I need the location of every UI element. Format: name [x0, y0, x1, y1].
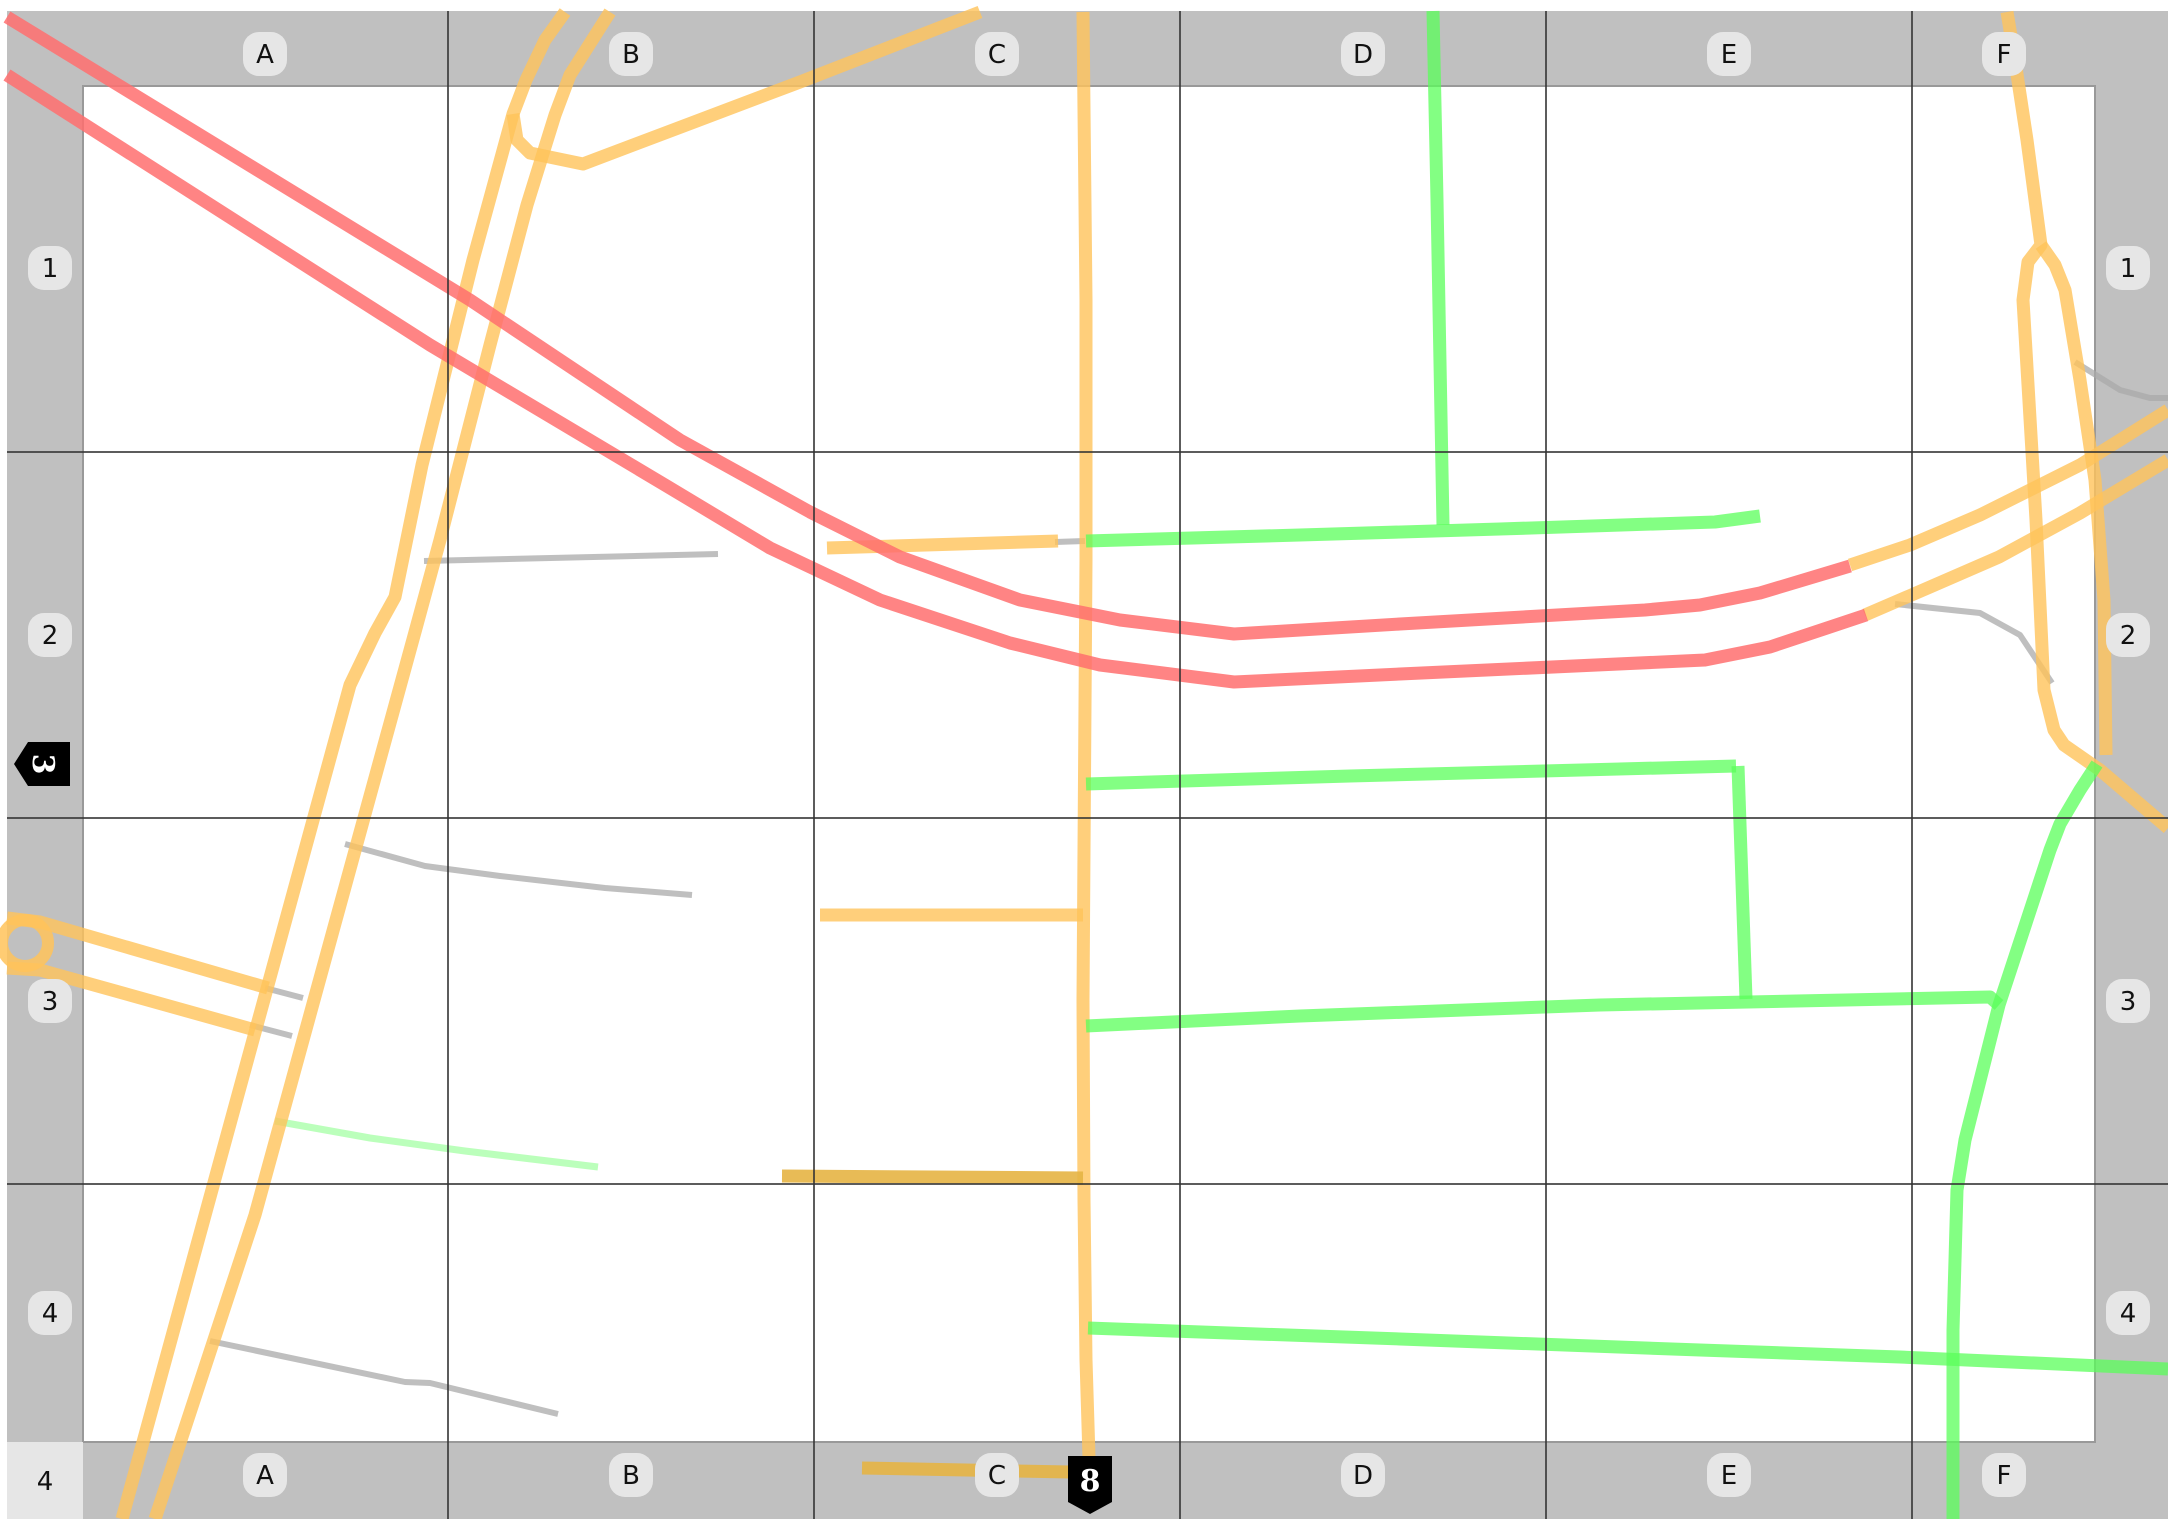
row-label: 2 [42, 621, 59, 651]
tertiary-road-f-east [1946, 760, 2103, 1519]
primary-roads [6, 5, 2168, 1519]
row-label: 1 [42, 254, 59, 284]
corner-label: 4 [37, 1467, 54, 1497]
motorway [3, 11, 1869, 689]
primary-road-east-a [2000, 10, 2168, 833]
column-label: F [1997, 40, 2012, 70]
column-label: D [1353, 1461, 1373, 1491]
column-label: C [988, 1461, 1006, 1491]
column-labels-top: A B C D E F [243, 32, 2026, 76]
row-label: 2 [2120, 621, 2137, 651]
grid-lines [7, 11, 2168, 1519]
row-label: 4 [42, 1299, 59, 1329]
grid-label-bubble: 1 [28, 246, 72, 290]
grid-label-bubble: A [243, 32, 287, 76]
tertiary-road-d-north [1426, 10, 1450, 526]
grid-label-bubble: 4 [2106, 1291, 2150, 1335]
tertiary-road-row3 [1085, 990, 2004, 1033]
grid-label-bubble: 2 [2106, 613, 2150, 657]
tertiary-road-row4 [1087, 1321, 2168, 1376]
roundabout [0, 914, 54, 972]
grid-label-bubble: F [1982, 1453, 2026, 1497]
column-label: D [1353, 40, 1373, 70]
route-shield-label: 8 [1080, 1464, 1101, 1499]
motorway-carriageway-south [3, 69, 1869, 689]
route-shield-left: 3 [14, 742, 70, 786]
grid-label-bubble: 1 [2106, 246, 2150, 290]
column-label: E [1721, 40, 1737, 70]
secondary-road-c [781, 1169, 1084, 1185]
column-label: F [1997, 1461, 2012, 1491]
minor-road [209, 1338, 559, 1417]
secondary-roads [781, 1169, 1084, 1479]
footpath [274, 1117, 599, 1171]
grid-label-bubble: E [1707, 1453, 1751, 1497]
row-label: 3 [2120, 987, 2137, 1017]
primary-road-east-b [2035, 241, 2113, 756]
primary-road-west-b [148, 8, 616, 1519]
tertiary-road-e-link [1731, 765, 1753, 1000]
primary-road-link [506, 5, 983, 171]
tertiary-road-row2-south [1085, 759, 1737, 791]
column-label: A [256, 40, 274, 70]
column-label: B [622, 40, 640, 70]
tertiary-roads [1085, 10, 2168, 1519]
primary-road-c-north-south [1076, 11, 1097, 1491]
row-label: 1 [2120, 254, 2137, 284]
route-shield-bottom: 8 [1068, 1456, 1112, 1514]
minor-road [344, 841, 693, 898]
grid-label-bubble: D [1341, 1453, 1385, 1497]
row-label: 3 [42, 987, 59, 1017]
minor-road [2073, 359, 2168, 401]
row-labels-right: 1 2 3 4 [2106, 246, 2150, 1335]
column-label: E [1721, 1461, 1737, 1491]
grid-label-bubble: 3 [2106, 979, 2150, 1023]
grid-label-bubble: B [609, 1453, 653, 1497]
grid-label-bubble: B [609, 32, 653, 76]
grid-label-bubble: 3 [28, 979, 72, 1023]
grid-label-bubble: E [1707, 32, 1751, 76]
minor-road [1894, 601, 2055, 685]
grid-label-bubble: F [1982, 32, 2026, 76]
motorway-carriageway-north [3, 11, 1852, 641]
grid-label-bubble: C [975, 1453, 1019, 1497]
tertiary-road-row2 [1085, 509, 1761, 548]
column-labels-bottom: A B C D E F [243, 1453, 2026, 1497]
secondary-road-bottom [861, 1461, 1071, 1479]
column-label: A [256, 1461, 274, 1491]
row-label: 4 [2120, 1299, 2137, 1329]
route-shield-label: 3 [25, 754, 60, 775]
column-label: C [988, 40, 1006, 70]
primary-road-ramp-a [1847, 404, 2168, 572]
grid-label-bubble: 4 [28, 1291, 72, 1335]
row-labels-left: 1 2 3 4 [28, 246, 72, 1335]
grid-label-bubble: C [975, 32, 1019, 76]
grid-label-bubble: A [243, 1453, 287, 1497]
primary-road-ramp-b [1862, 454, 2168, 621]
grid-label-bubble: D [1341, 32, 1385, 76]
column-label: B [622, 1461, 640, 1491]
minor-road [423, 551, 719, 564]
grid-label-bubble: 2 [28, 613, 72, 657]
